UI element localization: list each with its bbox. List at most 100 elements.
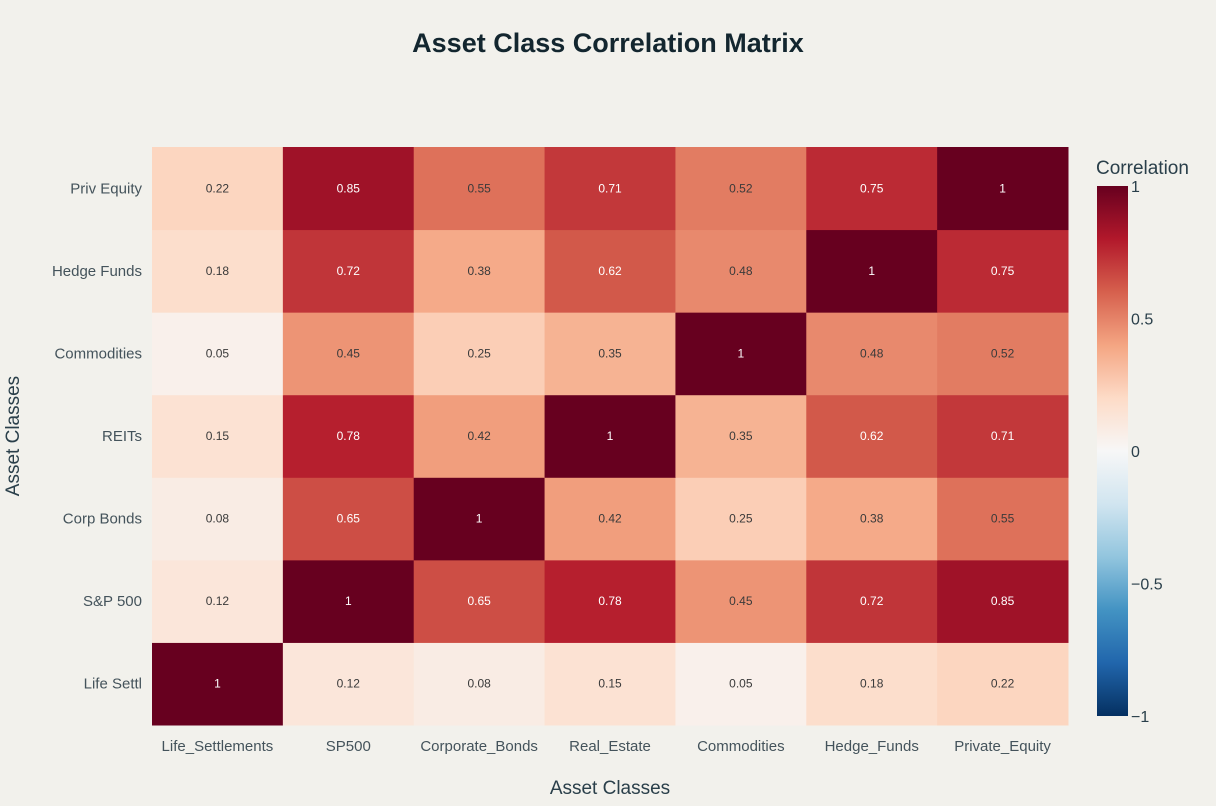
colorbar-tick-label: −1: [1131, 709, 1149, 726]
y-tick-label: Corp Bonds: [63, 511, 142, 528]
cell-value-label: 0.85: [337, 181, 361, 195]
cell-value-label: 0.12: [337, 677, 361, 691]
heatmap-cell: [806, 642, 938, 726]
cell-value-label: 0.38: [860, 512, 884, 526]
cell-value-label: 0.48: [860, 346, 884, 360]
cell-value-label: 0.65: [467, 594, 491, 608]
heatmap-cell: [675, 559, 807, 643]
chart-title: Asset Class Correlation Matrix: [412, 28, 804, 58]
cell-value-label: 0.78: [337, 429, 361, 443]
cell-value-label: 0.08: [467, 677, 491, 691]
cell-value-label: 0.85: [991, 594, 1015, 608]
cell-value-label: 0.22: [206, 181, 230, 195]
heatmap-cell: [282, 147, 415, 231]
cell-value-label: 0.52: [991, 346, 1015, 360]
cell-value-label: 1: [476, 512, 483, 526]
cell-value-label: 0.05: [729, 677, 753, 691]
x-tick-label: Commodities: [697, 738, 785, 755]
cell-value-label: 0.75: [860, 181, 884, 195]
cell-value-label: 0.71: [598, 181, 622, 195]
cell-value-label: 0.15: [206, 429, 230, 443]
heatmap-cell: [675, 147, 807, 231]
cell-value-label: 0.12: [206, 594, 230, 608]
cell-value-label: 0.45: [729, 594, 753, 608]
heatmap-cell: [413, 312, 546, 396]
cell-value-label: 0.42: [467, 429, 491, 443]
heatmap-cell: [544, 312, 676, 396]
cell-value-label: 1: [214, 677, 221, 691]
cell-value-label: 1: [607, 429, 614, 443]
heatmap-cell: [675, 477, 807, 561]
heatmap-cell: [152, 642, 284, 726]
cell-value-label: 0.25: [467, 346, 491, 360]
x-tick-label: Life_Settlements: [162, 738, 274, 755]
cell-value-label: 0.18: [860, 677, 884, 691]
cell-value-label: 0.78: [598, 594, 622, 608]
colorbar-tick-label: 1: [1131, 179, 1140, 196]
heatmap-cell: [544, 147, 676, 231]
cell-value-label: 0.45: [337, 346, 361, 360]
heatmap-cell: [544, 394, 676, 478]
heatmap-cell: [152, 394, 284, 478]
heatmap-cell: [282, 477, 415, 561]
x-tick-label: SP500: [326, 738, 371, 755]
heatmap-cell: [675, 312, 807, 396]
y-tick-label: Hedge Funds: [52, 263, 142, 280]
heatmap-cell: [937, 394, 1069, 478]
cell-value-label: 0.62: [598, 264, 622, 278]
cell-value-label: 0.25: [729, 512, 753, 526]
heatmap-cell: [937, 642, 1069, 726]
cell-value-label: 0.65: [337, 512, 361, 526]
colorbar-tick-label: 0.5: [1131, 312, 1153, 329]
cell-value-label: 0.55: [991, 512, 1015, 526]
cell-value-label: 0.18: [206, 264, 230, 278]
x-axis-label: Asset Classes: [550, 778, 670, 799]
heatmap-cell: [152, 147, 284, 231]
x-tick-label: Corporate_Bonds: [420, 738, 538, 755]
cell-value-label: 0.72: [337, 264, 361, 278]
x-tick-label: Hedge_Funds: [825, 738, 919, 755]
cell-value-label: 0.48: [729, 264, 753, 278]
heatmap-cell: [937, 312, 1069, 396]
cell-value-label: 0.15: [598, 677, 622, 691]
colorbar: [1097, 186, 1128, 716]
heatmap-cell: [413, 229, 546, 313]
cell-value-label: 0.38: [467, 264, 491, 278]
cell-value-label: 0.62: [860, 429, 884, 443]
heatmap-cell: [675, 642, 807, 726]
cell-value-label: 0.42: [598, 512, 622, 526]
heatmap-cell: [544, 477, 676, 561]
heatmap-cell: [413, 394, 546, 478]
cell-value-label: 0.05: [206, 346, 230, 360]
heatmap-cell: [413, 477, 546, 561]
heatmap-cell: [413, 559, 546, 643]
cell-value-label: 0.72: [860, 594, 884, 608]
heatmap-cell: [282, 642, 415, 726]
heatmap-cell: [937, 477, 1069, 561]
heatmap-cell: [282, 559, 415, 643]
heatmap-cell: [675, 229, 807, 313]
y-tick-label: Life Settl: [84, 676, 142, 693]
x-tick-label: Real_Estate: [569, 738, 651, 755]
colorbar-title: Correlation: [1096, 158, 1189, 179]
colorbar-tick-label: −0.5: [1131, 577, 1163, 594]
heatmap-cell: [806, 394, 938, 478]
cell-value-label: 0.52: [729, 181, 753, 195]
heatmap-cell: [806, 147, 938, 231]
heatmap-cell: [937, 229, 1069, 313]
cell-value-label: 1: [999, 181, 1006, 195]
heatmap-cell: [544, 559, 676, 643]
cell-value-label: 0.55: [467, 181, 491, 195]
y-tick-label: REITs: [102, 428, 142, 445]
y-tick-label: Commodities: [54, 345, 142, 362]
heatmap-cell: [806, 477, 938, 561]
cell-value-label: 1: [738, 346, 745, 360]
heatmap-cell: [544, 642, 676, 726]
heatmap-cell: [937, 147, 1069, 231]
x-tick-label: Private_Equity: [954, 738, 1051, 755]
y-tick-label: Priv Equity: [70, 180, 142, 197]
heatmap-cell: [152, 477, 284, 561]
heatmap-cell: [152, 229, 284, 313]
